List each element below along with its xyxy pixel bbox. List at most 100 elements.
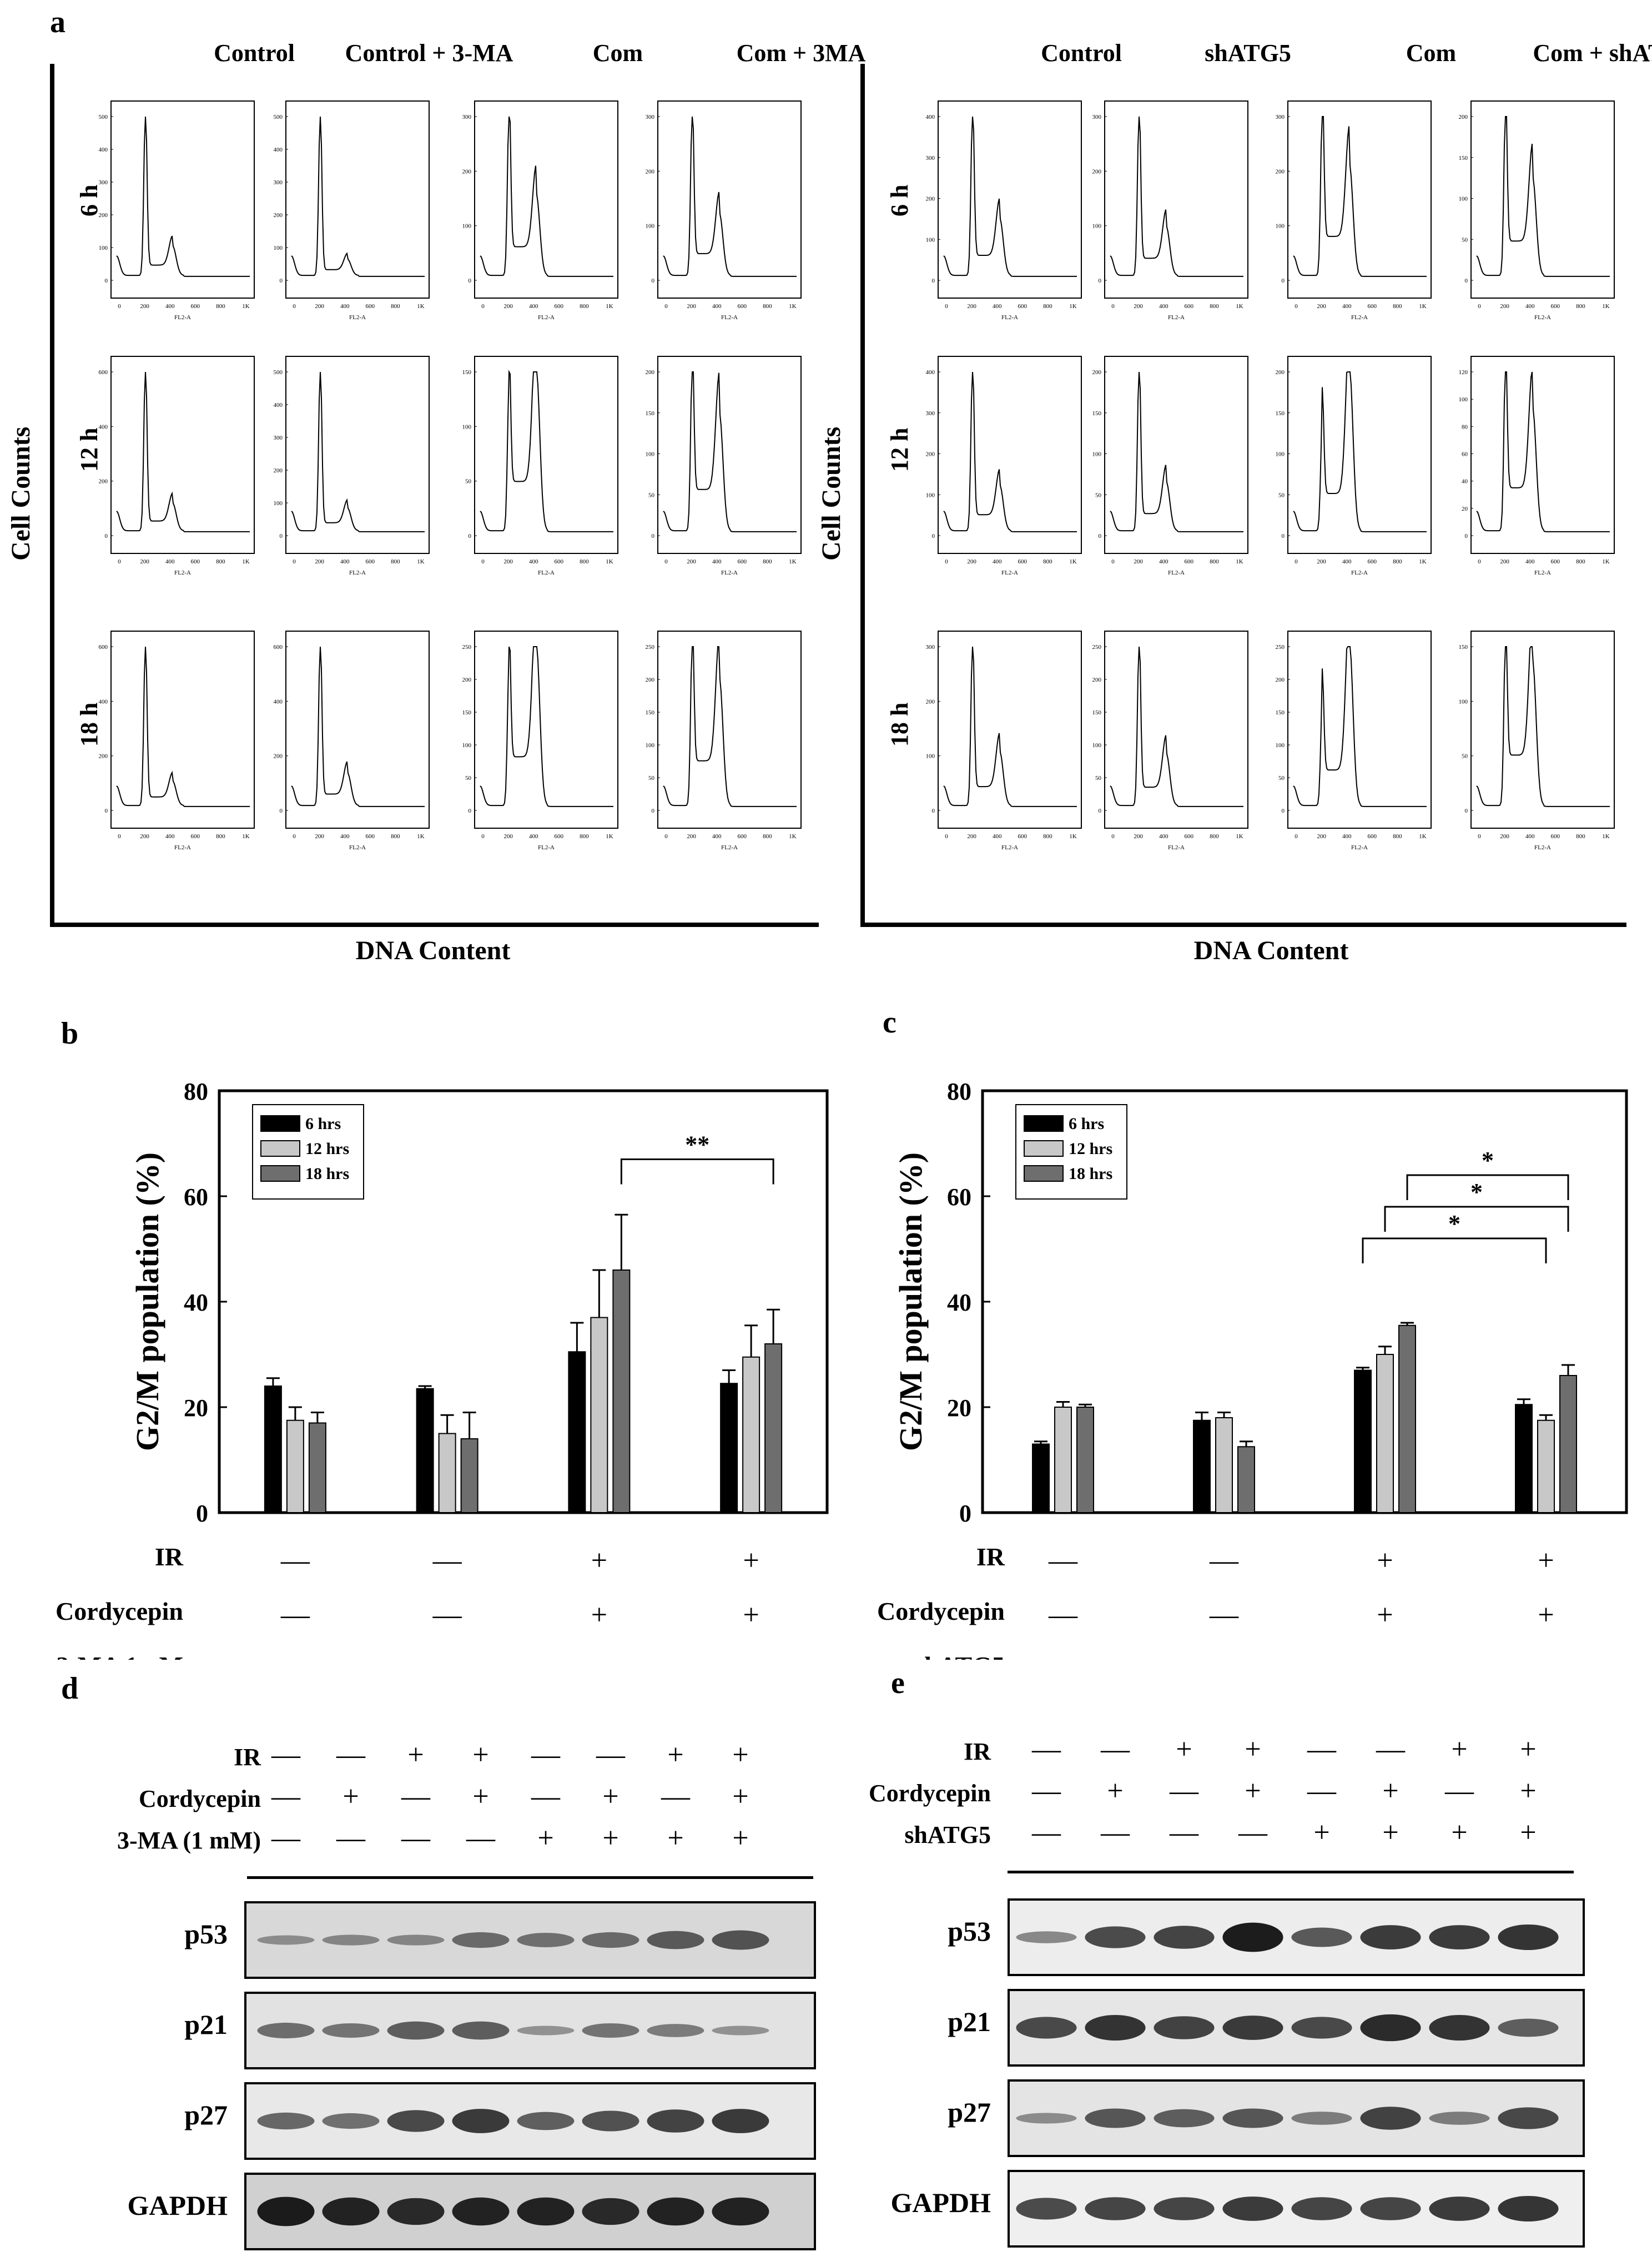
condition-symbol: — [280, 1654, 310, 1660]
y-tick-label: 0 [196, 1500, 208, 1527]
bar [308, 1422, 326, 1513]
x-tick-label: 800 [1393, 558, 1402, 565]
x-axis-label: FL2-A [538, 570, 555, 576]
condition-symbol: — [1307, 1734, 1336, 1765]
condition-symbol: + [732, 1822, 749, 1854]
y-tick-label: 100 [462, 223, 472, 230]
x-axis-label: FL2-A [1001, 570, 1018, 576]
x-tick-label: 1K [242, 303, 250, 310]
condition-label: shATG5 [914, 1651, 1005, 1660]
x-tick-label: 1K [1419, 303, 1427, 310]
x-tick-label: 600 [1185, 833, 1194, 840]
y-tick-label: 300 [926, 155, 935, 162]
condition-symbol: — [1170, 1775, 1198, 1807]
band-label: p27 [184, 2099, 228, 2130]
histogram-plot: 0 50 100 150 200 0 200 400 600 800 1K FL2-A [1092, 356, 1248, 576]
x-tick-label: 600 [1551, 558, 1560, 565]
y-tick-label: 200 [99, 478, 108, 485]
condition-label: Cordycepin [139, 1785, 261, 1812]
histogram-plot: 0 100 200 300 0 200 400 600 800 1K FL2-A [646, 100, 802, 321]
column-header: Control [1041, 39, 1122, 67]
blot-band [1291, 2017, 1352, 2039]
x-tick-label: 400 [1342, 558, 1352, 565]
bar [612, 1269, 631, 1513]
histogram-frame [1104, 631, 1248, 829]
x-tick-label: 600 [191, 303, 200, 310]
column-header: Com + shATG5 [1533, 39, 1652, 67]
blot-band [452, 2109, 510, 2133]
y-tick-label: 150 [646, 410, 655, 417]
condition-symbol: — [336, 1739, 365, 1771]
x-tick-label: 0 [664, 303, 668, 310]
y-tick-label: 0 [469, 808, 472, 814]
x-tick-label: 1K [1419, 558, 1427, 565]
y-tick-label: 40 [184, 1289, 208, 1316]
y-tick-label: 250 [1092, 644, 1102, 651]
x-tick-label: 200 [503, 833, 513, 840]
y-tick-label: 300 [1092, 114, 1102, 120]
histogram-curve [1476, 116, 1610, 277]
x-tick-label: 400 [165, 303, 175, 310]
condition-symbol: — [1170, 1817, 1198, 1848]
y-tick-label: 100 [1459, 196, 1468, 203]
bar [1398, 1324, 1416, 1513]
y-tick-label: 200 [1276, 168, 1285, 175]
histogram-frame [285, 631, 430, 829]
x-tick-label: 600 [555, 558, 564, 565]
y-tick-label: 0 [469, 278, 472, 284]
condition-symbol: — [271, 1822, 300, 1854]
histogram-plot: 0 100 200 300 400 500 0 200 400 600 800 1K FL2-A [274, 100, 430, 321]
histogram-curve [1110, 116, 1243, 277]
condition-symbol: + [537, 1822, 554, 1854]
blot-band [387, 2198, 445, 2225]
blot-band [1291, 1927, 1352, 1947]
x-tick-label: 600 [1018, 833, 1028, 840]
blot-band [387, 1934, 445, 1946]
y-tick-label: 500 [99, 114, 108, 120]
y-tick-label: 250 [462, 644, 472, 651]
x-tick-label: 200 [687, 833, 696, 840]
histogram-frame [938, 631, 1082, 829]
x-tick-label: 0 [1295, 833, 1298, 840]
panel-label-c: c [883, 1005, 896, 1040]
legend: 6 hrs 12 hrs 18 hrs [252, 1104, 364, 1200]
condition-symbol: — [1032, 1775, 1061, 1807]
blot-band [582, 2110, 639, 2132]
blot-band [517, 2112, 575, 2130]
y-tick-label: 60 [184, 1183, 208, 1211]
bar [1215, 1417, 1233, 1513]
condition-symbol: — [1032, 1734, 1061, 1765]
band-label: p27 [948, 2097, 991, 2128]
x-tick-label: 400 [1159, 558, 1169, 565]
condition-symbol: + [343, 1781, 359, 1812]
bar [1537, 1419, 1555, 1513]
x-tick-label: 200 [140, 303, 149, 310]
histogram-curve [1293, 646, 1427, 807]
x-tick-label: 600 [366, 303, 375, 310]
x-tick-label: 800 [763, 833, 772, 840]
condition-symbol: + [1538, 1545, 1554, 1576]
condition-symbol: — [1307, 1775, 1336, 1807]
blot-band [1429, 2112, 1490, 2125]
condition-symbol: + [472, 1739, 489, 1771]
histogram-frame [657, 356, 802, 554]
condition-symbol: — [1209, 1545, 1239, 1576]
histogram-plot: 0 100 200 300 400 0 200 400 600 800 1K FL2-A [926, 356, 1082, 576]
y-tick-label: 200 [1276, 369, 1285, 376]
legend-swatch [1024, 1165, 1064, 1182]
x-tick-label: 800 [580, 833, 589, 840]
x-tick-label: 1K [606, 303, 613, 310]
x-tick-label: 1K [1069, 833, 1077, 840]
y-tick-label: 100 [99, 245, 108, 251]
blot-strip [1008, 1898, 1585, 1976]
x-tick-label: 200 [967, 558, 976, 565]
y-tick-label: 0 [652, 533, 655, 540]
x-tick-label: 400 [529, 558, 538, 565]
significance-bracket [1362, 1237, 1547, 1263]
x-tick-label: 0 [945, 558, 948, 565]
separator-line [247, 1876, 813, 1879]
y-tick-label: 0 [105, 808, 108, 814]
x-tick-label: 800 [216, 833, 225, 840]
y-tick-label: 60 [947, 1183, 971, 1211]
x-tick-label: 400 [712, 303, 722, 310]
